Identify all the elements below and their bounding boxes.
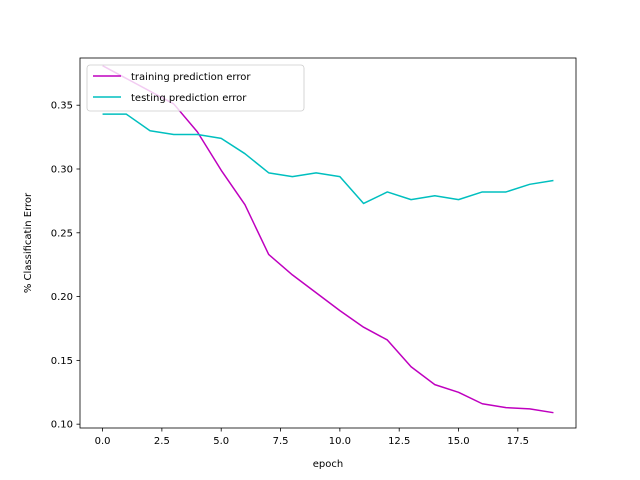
legend: training prediction error testing predict… — [86, 64, 305, 112]
x-tick-label: 10.0 — [329, 436, 351, 447]
x-axis-label: epoch — [313, 459, 343, 470]
y-tick-label: 0.10 — [51, 420, 73, 431]
x-tick-label: 17.5 — [507, 436, 529, 447]
series-line-testing — [102, 113, 554, 205]
y-tick-label: 0.20 — [51, 292, 73, 303]
x-tick-label: 2.5 — [154, 436, 170, 447]
y-axis-ticks: 0.10 0.15 0.20 0.25 0.30 0.35 — [51, 101, 80, 431]
x-axis-ticks: 0.0 2.5 5.0 7.5 10.0 12.5 15.0 17.5 — [95, 428, 529, 447]
y-tick-label: 0.35 — [51, 101, 73, 112]
legend-box — [86, 64, 305, 112]
plot-area — [80, 58, 576, 428]
y-tick-label: 0.30 — [51, 165, 73, 176]
legend-label: testing prediction error — [131, 93, 247, 104]
x-tick-label: 0.0 — [95, 436, 111, 447]
x-tick-label: 7.5 — [273, 436, 289, 447]
x-tick-label: 15.0 — [447, 436, 469, 447]
y-tick-label: 0.15 — [51, 356, 73, 367]
x-tick-label: 12.5 — [388, 436, 410, 447]
y-tick-label: 0.25 — [51, 228, 73, 239]
y-axis-label: % Classificatin Error — [23, 192, 34, 293]
plot-frame — [79, 57, 577, 429]
legend-label: training prediction error — [131, 72, 251, 83]
x-tick-label: 5.0 — [213, 436, 229, 447]
